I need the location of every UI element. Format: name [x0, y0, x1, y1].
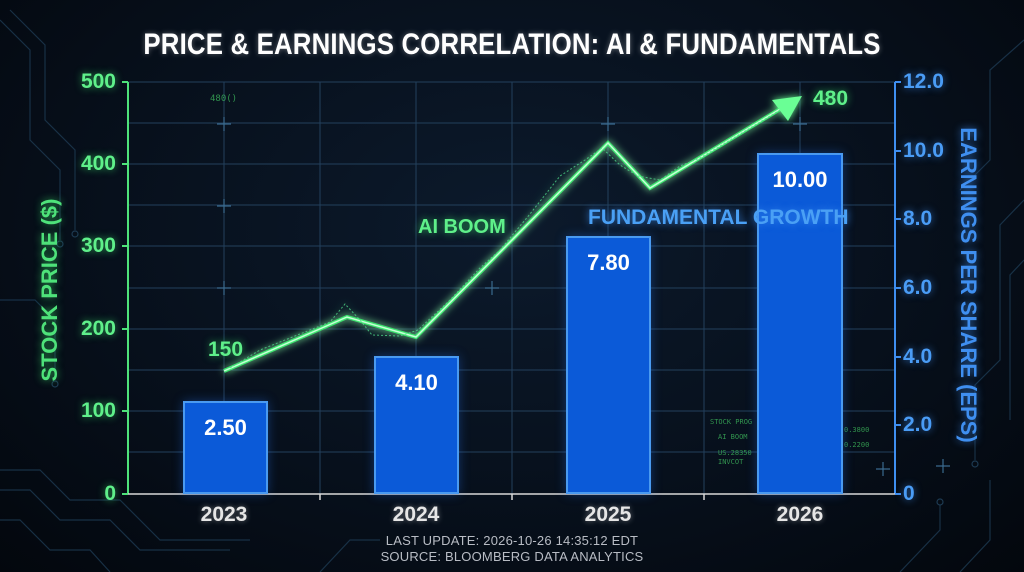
right-tick-0: 0: [903, 482, 915, 505]
left-tick-200: 200: [80, 317, 116, 340]
start-price-label: 150: [208, 338, 244, 361]
last-update-text: LAST UPDATE: 2026-10-26 14:35:12 EDT: [385, 533, 639, 548]
right-tick-4: 4.0: [903, 345, 933, 368]
eps-bar-2023: 2.50: [183, 401, 268, 494]
right-tick-12: 12.0: [903, 70, 944, 93]
terminal-line: 0.2200: [844, 441, 870, 449]
ai-boom-annotation: AI BOOM: [418, 216, 506, 238]
left-tick-500: 500: [80, 70, 116, 93]
end-price-label: 480: [813, 87, 849, 110]
bar-value: 2.50: [204, 415, 247, 440]
x-tick-2026: 2026: [776, 503, 824, 526]
left-tick-300: 300: [80, 234, 116, 257]
left-tick-0: 0: [104, 482, 116, 505]
left-tick-100: 100: [80, 399, 116, 422]
source-text: SOURCE: BLOOMBERG DATA ANALYTICS: [380, 549, 644, 564]
fundamental-growth-annotation: FUNDAMENTAL GROWTH: [588, 206, 849, 229]
x-tick-2023: 2023: [200, 503, 248, 526]
terminal-line: AI BOOM: [718, 433, 748, 441]
terminal-line: INVCOT: [718, 458, 744, 466]
bar-value: 4.10: [395, 370, 438, 395]
right-tick-2: 2.0: [903, 413, 933, 436]
terminal-snippet-top: 480(): [210, 94, 238, 104]
eps-bar-2025: 7.80: [566, 236, 651, 494]
right-tick-10: 10.0: [903, 139, 944, 162]
terminal-line: STOCK PROG: [710, 418, 753, 426]
x-tick-2025: 2025: [584, 503, 632, 526]
bar-value: 10.00: [772, 167, 828, 192]
chart-title: PRICE & EARNINGS CORRELATION: AI & FUNDA…: [143, 28, 881, 61]
eps-bar-2024: 4.10: [374, 356, 459, 494]
x-tick-2024: 2024: [392, 503, 440, 526]
left-axis-label: STOCK PRICE ($): [37, 198, 62, 382]
terminal-line: 0.3800: [844, 426, 870, 434]
terminal-line: US.28350: [718, 449, 752, 457]
left-tick-400: 400: [80, 152, 116, 175]
right-tick-6: 6.0: [903, 276, 933, 299]
eps-bar-2026: 10.00: [757, 153, 843, 494]
bar-value: 7.80: [587, 250, 630, 275]
right-axis-label: EARNINGS PER SHARE (EPS): [956, 127, 981, 443]
right-tick-8: 8.0: [903, 207, 933, 230]
